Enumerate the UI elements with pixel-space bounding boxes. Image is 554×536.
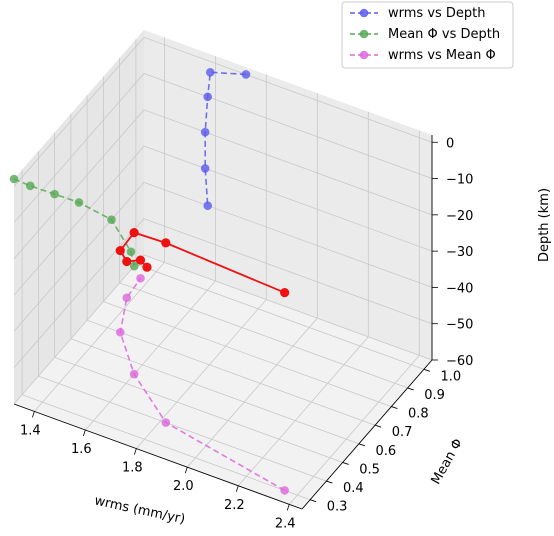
data-point-mean-vs-depth (9, 174, 19, 184)
x-tick-label: 2.2 (224, 498, 245, 513)
y-tick-mark (391, 406, 398, 409)
legend-marker-mean-depth (359, 29, 369, 39)
data-point-wrms-vs-depth (203, 201, 213, 210)
x-tick-label: 1.6 (71, 442, 92, 457)
floor-pane (14, 255, 432, 509)
legend-label-wrms-mean: wrms vs Mean Φ (388, 48, 496, 63)
z-tick-label: −40 (446, 281, 473, 296)
grid-line-z (13, 109, 433, 260)
axes-panes (14, 30, 432, 509)
data-point-3d (280, 288, 290, 298)
grid-line-z (13, 218, 433, 368)
z-axis-label: Depth (km) (537, 188, 552, 262)
grid-line-z (13, 145, 433, 296)
back-wall-pane (144, 30, 432, 360)
y-tick-label: 0.5 (359, 462, 380, 477)
z-tick-label: −50 (446, 318, 473, 333)
data-point-wrms-vs-depth (200, 164, 210, 173)
y-tick-mark (309, 499, 317, 503)
data-point-mean-vs-depth (74, 198, 84, 207)
legend: wrms vs Depth Mean Φ vs Depth wrms vs Me… (341, 1, 514, 69)
legend-box (341, 1, 514, 69)
legend-label-mean-depth: Mean Φ vs Depth (388, 27, 500, 42)
z-tick-label: −30 (446, 245, 473, 260)
data-point-wrms-vs-depth (203, 92, 213, 102)
data-point-3d (142, 262, 152, 272)
y-tick-mark (342, 462, 349, 465)
data-point-3d (161, 238, 171, 248)
y-axis-label: Mean Φ (429, 436, 466, 487)
x-tick-mark (133, 448, 137, 455)
grid-lines (13, 36, 433, 505)
x-tick-label: 2.0 (173, 479, 194, 494)
x-axis-line (13, 403, 303, 510)
data-point-wrms-vs-depth (200, 127, 210, 137)
x-axis-label: wrms (mm/yr) (93, 494, 186, 528)
data-point-wrms-vs-mean (161, 418, 171, 427)
z-tick-label: −10 (446, 173, 473, 188)
tick-labels: 1.4 1.6 1.8 2.0 2.2 2.4 0.3 0.4 0.5 0.6 0.7 0.8 0.9 1… (20, 136, 473, 531)
x-tick-mark (184, 467, 188, 474)
y-tick-label: 0.3 (327, 500, 348, 515)
data-point-3d (129, 228, 139, 238)
x-tick-label: 1.4 (20, 423, 41, 438)
grid-line-z (13, 254, 433, 405)
x-tick-mark (32, 411, 35, 418)
y-tick-mark (374, 424, 382, 428)
z-tick-label: −60 (446, 354, 473, 369)
y-tick-label: 0.9 (424, 388, 445, 403)
grid-line-z (13, 181, 433, 332)
data-point-wrms-vs-mean (280, 486, 289, 495)
data-point-mean-vs-depth (107, 215, 116, 224)
left-wall-pane (14, 30, 144, 404)
grid-line-z (13, 36, 433, 187)
y-tick-mark (423, 368, 431, 372)
y-tick-mark (407, 387, 414, 391)
data-point-3d (135, 255, 146, 265)
data-point-wrms-vs-mean (122, 293, 132, 303)
grid-line-z (13, 73, 433, 223)
z-tick-label: 0 (446, 136, 454, 151)
x-tick-label: 2.4 (275, 516, 296, 531)
axis-edges (13, 135, 433, 510)
series-3d (115, 228, 290, 298)
projection-series (9, 68, 289, 495)
y-tick-label: 0.8 (408, 407, 429, 422)
y-tick-label: 0.7 (392, 425, 413, 440)
data-point-mean-vs-depth (50, 189, 59, 199)
data-point-3d (115, 246, 125, 256)
data-point-wrms-vs-mean (115, 327, 125, 337)
y-axis-line (301, 359, 433, 510)
data-point-wrms-vs-depth (205, 68, 215, 77)
data-point-mean-vs-depth (129, 261, 139, 271)
x-tick-mark (235, 485, 239, 492)
x-tick-label: 1.8 (122, 461, 143, 476)
legend-label-wrms-depth: wrms vs Depth (388, 6, 486, 21)
y-tick-label: 1.0 (441, 369, 462, 384)
data-point-wrms-vs-depth (241, 70, 251, 79)
y-tick-mark (326, 480, 333, 484)
data-point-3d (122, 256, 132, 267)
y-tick-label: 0.6 (376, 444, 397, 459)
data-point-mean-vs-depth (126, 247, 136, 257)
x-tick-mark (286, 504, 290, 511)
legend-marker-wrms-depth (359, 8, 369, 18)
data-point-wrms-vs-mean (136, 273, 145, 283)
series-line-wrms-vs-depth (204, 71, 246, 206)
z-tick-label: −20 (446, 209, 473, 224)
x-tick-mark (82, 429, 86, 437)
y-tick-label: 0.4 (343, 481, 364, 496)
data-point-mean-vs-depth (25, 181, 35, 191)
y-tick-mark (358, 443, 366, 447)
legend-marker-wrms-mean (359, 50, 369, 60)
data-point-wrms-vs-mean (129, 369, 139, 379)
